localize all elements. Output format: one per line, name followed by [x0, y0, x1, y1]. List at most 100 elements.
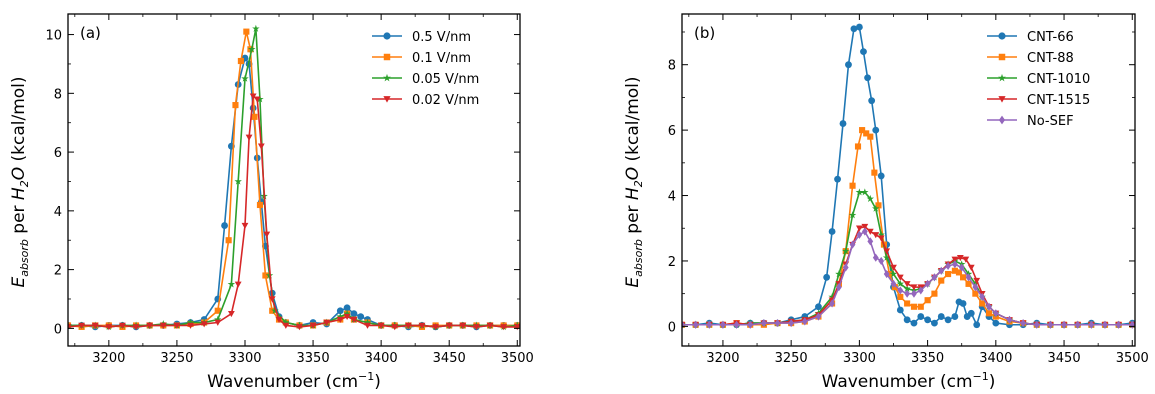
data-point [241, 222, 249, 229]
data-point [931, 273, 938, 282]
data-point [973, 277, 981, 284]
data-point [513, 324, 520, 331]
data-point [214, 315, 222, 323]
data-point [252, 24, 260, 32]
legend-label: CNT-1010 [1027, 72, 1090, 87]
legend-item: CNT-88 [987, 51, 1074, 66]
y-axis-title-molecule-subscript: 2 [18, 180, 31, 187]
series-line [682, 230, 1133, 326]
data-point [960, 274, 967, 281]
data-point [903, 284, 911, 292]
data-point [910, 284, 918, 291]
x-tick-label: 3400 [979, 351, 1012, 366]
panel-label: (a) [80, 24, 101, 42]
chart-panel-2: 3200 3250 3300 3350 3400 3450 3500 0 2 4 6 8 (b) Wave… [623, 13, 1149, 392]
data-point [890, 264, 897, 271]
x-axis: 3200 3250 3300 3350 3400 3450 3500 [74, 14, 534, 366]
series-0-05-v-nm [68, 24, 520, 331]
data-point [959, 300, 967, 307]
y-axis-title-text: per [9, 200, 29, 239]
y-axis-title-molecule-o: O [9, 167, 29, 180]
y-tick-label: 0 [54, 322, 62, 337]
data-point [842, 263, 849, 272]
legend-item: CNT-66 [987, 30, 1074, 45]
data-point [343, 309, 351, 317]
data-point [828, 293, 836, 301]
data-point [500, 324, 508, 331]
data-point [692, 320, 699, 329]
legend-label: CNT-88 [1027, 51, 1074, 66]
legend-marker [383, 53, 391, 61]
data-point [891, 284, 898, 291]
data-point [848, 211, 857, 219]
series-cnt-1010 [682, 188, 1135, 328]
y-axis-title-subscript: absorb [632, 239, 645, 277]
legend-marker [383, 73, 391, 82]
data-point [842, 247, 850, 255]
data-point [343, 313, 351, 321]
legend-item: 0.02 V/nm [372, 93, 479, 108]
data-point [854, 143, 862, 150]
x-tick-label: 3350 [911, 351, 944, 366]
y-tick-label: 8 [54, 87, 62, 102]
data-point [896, 279, 905, 288]
legend-label: No-SEF [1027, 114, 1074, 129]
x-tick-label: 3250 [775, 351, 808, 366]
data-point [839, 120, 847, 127]
data-point [937, 313, 945, 320]
data-point [473, 324, 480, 331]
data-point [924, 297, 931, 304]
data-point [309, 322, 317, 329]
data-point [985, 310, 993, 317]
legend-marker [998, 96, 1006, 103]
data-point [896, 306, 904, 314]
x-tick-label: 3350 [297, 351, 330, 366]
data-point [253, 96, 261, 103]
data-point [965, 280, 972, 287]
data-point [343, 304, 351, 312]
data-point [1033, 320, 1040, 329]
data-point [866, 194, 875, 202]
x-tick-label: 3450 [1048, 351, 1081, 366]
data-point [733, 320, 740, 329]
data-point [828, 228, 836, 235]
legend-marker [998, 115, 1006, 125]
data-point [251, 113, 258, 120]
data-point [849, 182, 856, 189]
data-point [850, 25, 858, 33]
data-point [952, 260, 958, 269]
data-point [243, 28, 250, 35]
data-point [323, 319, 331, 326]
data-point [214, 319, 222, 326]
data-point [855, 225, 863, 232]
data-point [105, 324, 113, 331]
data-point [350, 310, 358, 318]
data-point [834, 175, 841, 183]
x-axis-title-close: ) [374, 372, 381, 392]
x-axis-title-superscript: −1 [973, 370, 989, 383]
y-axis: 0 2 4 6 8 [668, 31, 1135, 335]
data-point [271, 306, 279, 314]
data-point [245, 134, 253, 141]
data-point [1020, 319, 1027, 328]
data-point [972, 290, 979, 297]
y-tick-label: 2 [54, 264, 62, 279]
legend-item: CNT-1515 [987, 93, 1090, 108]
legend-item: 0.1 V/nm [372, 51, 471, 66]
legend-marker [383, 32, 391, 40]
data-point [903, 281, 911, 288]
data-point [720, 320, 726, 329]
data-point [227, 280, 236, 288]
data-point [823, 273, 831, 281]
legend-label: CNT-1515 [1027, 93, 1090, 108]
x-tick-label: 3500 [501, 351, 534, 366]
y-axis-title-subscript: absorb [18, 239, 31, 277]
data-point [878, 256, 885, 266]
data-point [269, 307, 276, 314]
data-point [241, 74, 249, 82]
data-point [256, 95, 264, 103]
data-point [956, 254, 964, 262]
data-point [214, 307, 221, 314]
data-point [896, 274, 904, 281]
data-point [336, 316, 344, 323]
